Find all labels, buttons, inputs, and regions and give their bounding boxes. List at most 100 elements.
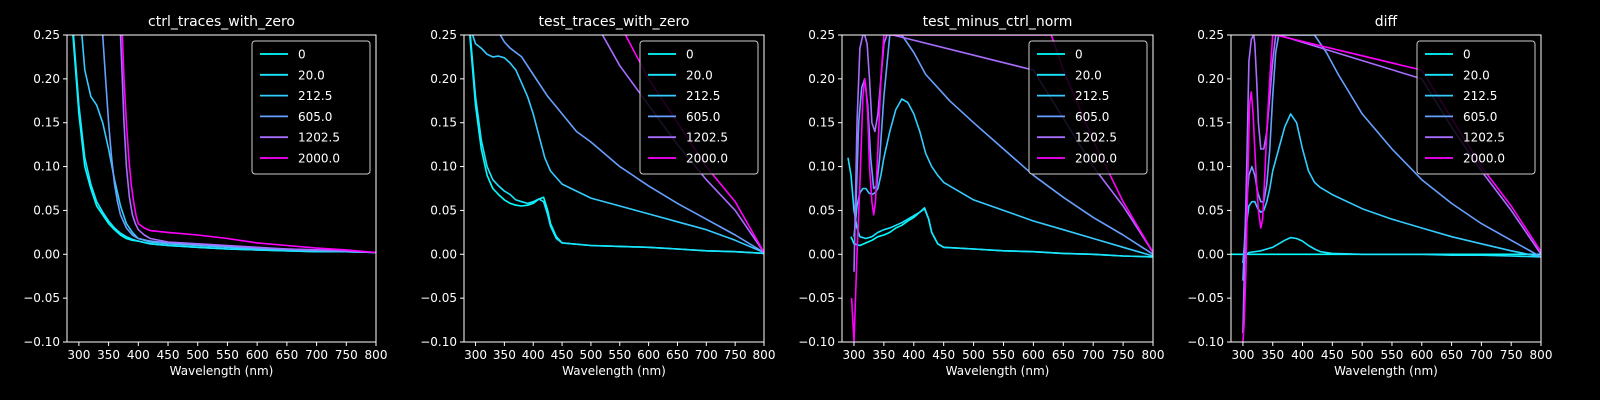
y-tick-label: 0.10 xyxy=(430,160,457,174)
legend-entry: 212.5 xyxy=(1075,89,1109,103)
y-tick-label: −0.10 xyxy=(1187,335,1224,349)
y-tick-label: 0.05 xyxy=(808,203,835,217)
y-tick-label: 0.25 xyxy=(808,28,835,42)
x-tick-label: 450 xyxy=(1321,348,1344,362)
axes-frame xyxy=(463,34,765,343)
y-tick-label: 0.10 xyxy=(1197,160,1224,174)
legend: 0 20.0 212.5 605.0 1202.5 2000.0 xyxy=(251,40,371,175)
y-tick-label: 0.05 xyxy=(1197,203,1224,217)
x-tick-label: 800 xyxy=(753,348,776,362)
series-line-212_5 xyxy=(471,35,764,254)
x-tick-label: 300 xyxy=(843,348,866,362)
x-tick-label: 650 xyxy=(1052,348,1075,362)
y-tick-label: −0.05 xyxy=(1187,291,1224,305)
x-tick-label: 650 xyxy=(275,348,298,362)
legend-entry: 1202.5 xyxy=(1463,131,1505,145)
legend-entry: 0 xyxy=(686,48,694,62)
x-tick-label: 350 xyxy=(872,348,895,362)
x-tick-label: 700 xyxy=(305,348,328,362)
x-tick-label: 500 xyxy=(1351,348,1374,362)
x-tick-label: 550 xyxy=(216,348,239,362)
x-axis-label: Wavelength (nm) xyxy=(1334,364,1438,378)
x-tick-label: 600 xyxy=(637,348,660,362)
series-line-0 xyxy=(850,207,1153,258)
y-tick-label: 0.15 xyxy=(430,116,457,130)
x-tick-label: 550 xyxy=(992,348,1015,362)
legend-entry: 605.0 xyxy=(686,110,720,124)
x-tick-label: 400 xyxy=(522,348,545,362)
axes-frame xyxy=(1230,34,1542,343)
x-tick-label: 450 xyxy=(932,348,955,362)
chart-title: ctrl_traces_with_zero xyxy=(148,14,295,30)
x-tick-label: 400 xyxy=(902,348,925,362)
y-tick-label: 0.25 xyxy=(33,28,60,42)
legend-entry: 212.5 xyxy=(686,89,720,103)
chart-panel-3: 300 350 400 450 500 550 600 650 700 750 800 −0.10 −0… xyxy=(798,14,1164,378)
legend-entry: 212.5 xyxy=(298,89,332,103)
y-tick-label: 0.10 xyxy=(808,160,835,174)
legend-entry: 605.0 xyxy=(298,110,332,124)
x-tick-label: 750 xyxy=(1112,348,1135,362)
y-tick-label: −0.10 xyxy=(420,335,457,349)
y-tick-label: 0.25 xyxy=(1197,28,1224,42)
x-tick-label: 650 xyxy=(1440,348,1463,362)
x-axis-label: Wavelength (nm) xyxy=(946,364,1050,378)
x-tick-label: 700 xyxy=(1470,348,1493,362)
legend-entry: 212.5 xyxy=(1463,89,1497,103)
x-tick-label: 500 xyxy=(962,348,985,362)
x-tick-label: 450 xyxy=(551,348,574,362)
series-line-20_0 xyxy=(1242,236,1541,264)
x-tick-label: 350 xyxy=(1261,348,1284,362)
x-tick-label: 600 xyxy=(1410,348,1433,362)
axes-frame xyxy=(66,34,377,343)
x-tick-label: 650 xyxy=(666,348,689,362)
x-tick-label: 400 xyxy=(127,348,150,362)
y-tick-label: 0.00 xyxy=(33,247,60,261)
legend-entry: 20.0 xyxy=(298,68,325,82)
x-tick-label: 350 xyxy=(97,348,120,362)
legend: 0 20.0 212.5 605.0 1202.5 2000.0 xyxy=(639,40,759,175)
legend: 0 20.0 212.5 605.0 1202.5 2000.0 xyxy=(1416,40,1536,175)
y-tick-label: 0.05 xyxy=(430,203,457,217)
x-tick-label: 550 xyxy=(608,348,631,362)
x-tick-label: 800 xyxy=(1142,348,1165,362)
x-tick-label: 800 xyxy=(1530,348,1553,362)
x-tick-label: 300 xyxy=(67,348,90,362)
series-line-20_0 xyxy=(469,35,764,255)
series-line-212_5 xyxy=(1242,113,1541,264)
y-tick-label: 0.05 xyxy=(33,203,60,217)
series-line-20_0 xyxy=(847,157,1153,258)
legend-entry: 20.0 xyxy=(1075,68,1102,82)
y-tick-label: 0.25 xyxy=(430,28,457,42)
x-tick-label: 500 xyxy=(579,348,602,362)
x-tick-label: 600 xyxy=(246,348,269,362)
plot-area xyxy=(72,35,376,254)
legend-entry: 605.0 xyxy=(1463,110,1497,124)
x-tick-label: 750 xyxy=(724,348,747,362)
series-line-2000_0 xyxy=(121,35,376,254)
legend-entry: 20.0 xyxy=(1463,68,1490,82)
x-tick-label: 700 xyxy=(1082,348,1105,362)
x-tick-label: 550 xyxy=(1381,348,1404,362)
chart-title: test_traces_with_zero xyxy=(539,14,690,30)
y-tick-label: −0.05 xyxy=(798,291,835,305)
x-tick-label: 700 xyxy=(695,348,718,362)
legend-entry: 2000.0 xyxy=(686,152,728,166)
chart-title: diff xyxy=(1375,14,1398,30)
y-tick-label: −0.05 xyxy=(420,291,457,305)
x-tick-label: 600 xyxy=(1022,348,1045,362)
legend-entry: 2000.0 xyxy=(1075,152,1117,166)
y-tick-label: 0.15 xyxy=(808,116,835,130)
chart-panel-1: 300 350 400 450 500 550 600 650 700 750 800 −0.10 −0… xyxy=(23,14,387,378)
legend-entry: 2000.0 xyxy=(1463,152,1505,166)
y-tick-label: 0.00 xyxy=(808,247,835,261)
x-tick-label: 450 xyxy=(157,348,180,362)
legend-entry: 0 xyxy=(1463,48,1471,62)
y-tick-label: 0.20 xyxy=(430,72,457,86)
axes-frame xyxy=(841,34,1154,343)
y-tick-label: 0.00 xyxy=(1197,247,1224,261)
legend-entry: 2000.0 xyxy=(298,152,340,166)
y-tick-label: −0.10 xyxy=(23,335,60,349)
series-line-605_0 xyxy=(1242,35,1541,281)
